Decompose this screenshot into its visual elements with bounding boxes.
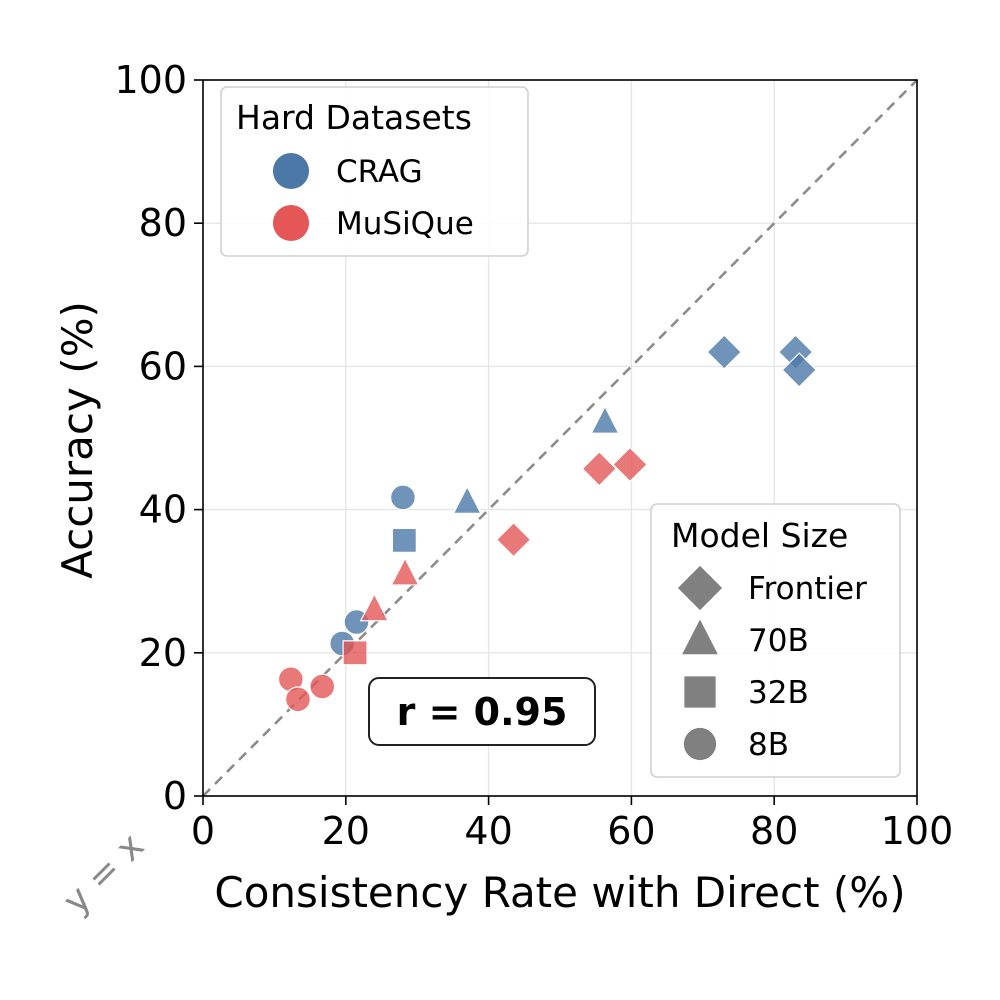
legend-model-size: Model Size Frontier 70B 32B 8B bbox=[650, 503, 901, 778]
legend-label-8b: 8B bbox=[748, 727, 789, 763]
legend-label-musique: MuSiQue bbox=[336, 206, 474, 242]
correlation-annotation: r = 0.95 bbox=[368, 677, 596, 746]
reference-line-group bbox=[202, 79, 918, 797]
data-point bbox=[389, 484, 416, 511]
legend-marker-square bbox=[684, 676, 716, 708]
y-tick-label: 0 bbox=[163, 774, 187, 818]
y-tick-label: 100 bbox=[114, 58, 187, 102]
legend-label-32b: 32B bbox=[748, 675, 809, 711]
legend-datasets-title: Hard Datasets bbox=[236, 98, 472, 137]
reference-line bbox=[202, 79, 918, 797]
legend-label-crag: CRAG bbox=[336, 154, 423, 190]
x-axis-label: Consistency Rate with Direct (%) bbox=[214, 868, 905, 917]
data-points bbox=[277, 334, 817, 713]
y-tick-label: 40 bbox=[139, 488, 187, 532]
data-point bbox=[359, 592, 389, 622]
data-point bbox=[581, 451, 618, 487]
x-tick-label: 100 bbox=[881, 809, 954, 853]
data-point bbox=[342, 640, 368, 666]
legend-model-size-frame bbox=[650, 503, 901, 778]
data-point bbox=[590, 405, 620, 434]
data-point bbox=[452, 485, 482, 514]
data-point bbox=[495, 521, 532, 558]
data-point bbox=[390, 557, 420, 586]
legend-marker-circle bbox=[683, 727, 717, 761]
legend-label-70b: 70B bbox=[748, 623, 809, 659]
axis-ticks: 0 20 40 60 80 100 0 20 40 60 80 100 bbox=[114, 58, 953, 853]
data-point bbox=[706, 334, 742, 370]
data-point bbox=[612, 446, 648, 483]
y-tick-label: 60 bbox=[139, 344, 187, 388]
x-tick-label: 20 bbox=[322, 809, 370, 853]
plot-area-frame bbox=[202, 79, 918, 797]
y-tick-label: 80 bbox=[139, 201, 187, 245]
legend-marker-diamond bbox=[677, 565, 723, 611]
annotation-box bbox=[368, 677, 596, 746]
x-tick-label: 40 bbox=[464, 809, 512, 853]
legend-marker-crag bbox=[272, 152, 310, 190]
legend-model-size-title: Model Size bbox=[671, 516, 848, 555]
x-tick-label: 0 bbox=[191, 809, 215, 853]
x-tick-label: 80 bbox=[750, 809, 798, 853]
legend-marker-musique bbox=[272, 204, 310, 242]
data-point bbox=[391, 527, 417, 553]
legend-datasets: Hard Datasets CRAG MuSiQue bbox=[220, 86, 529, 257]
legend-label-frontier: Frontier bbox=[748, 571, 867, 607]
x-tick-label: 60 bbox=[607, 809, 655, 853]
data-point bbox=[781, 352, 817, 388]
annotation-text: r = 0.95 bbox=[397, 690, 568, 734]
y-axis-label: Accuracy (%) bbox=[53, 301, 102, 579]
y-tick-label: 20 bbox=[139, 631, 187, 675]
legend-marker-triangle bbox=[682, 619, 718, 655]
data-point bbox=[309, 673, 336, 700]
data-point bbox=[285, 686, 311, 713]
